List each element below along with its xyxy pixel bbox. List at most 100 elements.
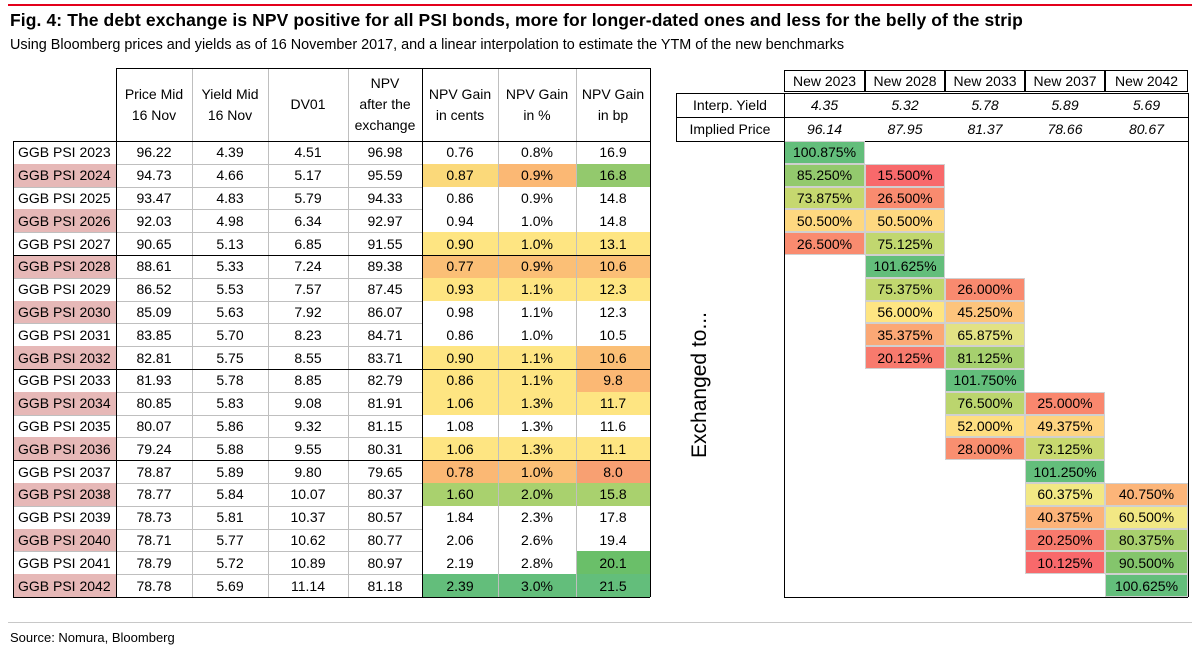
column-header: Yield Mid 16 Nov bbox=[192, 68, 268, 141]
row-divider bbox=[13, 528, 650, 530]
exchange-ratio-cell: 80.375% bbox=[1105, 528, 1188, 552]
cell-npv: 79.65 bbox=[367, 463, 403, 480]
column-header-line: after the bbox=[359, 96, 411, 112]
cell-npv: 80.31 bbox=[367, 440, 403, 457]
group-separator bbox=[13, 597, 650, 598]
cell-yield: 4.98 bbox=[216, 212, 244, 229]
group-separator bbox=[13, 141, 650, 142]
cell-price: 78.79 bbox=[136, 554, 172, 571]
cell-bp: 15.8 bbox=[576, 483, 650, 506]
cell-price: 82.81 bbox=[136, 349, 172, 366]
exchange-ratio-cell: 75.375% bbox=[865, 277, 945, 301]
cell-npv: 89.38 bbox=[367, 258, 403, 275]
implied-price-value: 81.37 bbox=[967, 121, 1003, 137]
cell-yield: 5.75 bbox=[216, 349, 244, 366]
cell-yield: 5.81 bbox=[216, 509, 244, 526]
row-divider bbox=[13, 323, 650, 325]
cell-pct: 1.3% bbox=[498, 437, 576, 461]
column-header-line: NPV Gain bbox=[505, 85, 569, 102]
matrix-column-header: New 2028 bbox=[865, 70, 945, 92]
cell-pct: 2.6% bbox=[498, 528, 576, 552]
bond-name: GGB PSI 2037 bbox=[18, 463, 111, 480]
exchange-ratio-cell: 75.125% bbox=[865, 232, 945, 255]
matrix-column-header: New 2042 bbox=[1105, 70, 1188, 92]
cell-yield: 5.88 bbox=[216, 440, 244, 457]
exchange-ratio-cell: 73.125% bbox=[1025, 437, 1105, 461]
exchange-ratio-cell: 20.250% bbox=[1025, 528, 1105, 552]
cell-bp: 11.7 bbox=[576, 391, 650, 415]
cell-cents: 0.87 bbox=[422, 163, 498, 187]
column-header: NPV Gain in cents bbox=[422, 68, 498, 141]
cell-pct: 2.3% bbox=[498, 505, 576, 529]
cell-cents: 2.39 bbox=[422, 574, 498, 597]
exchange-ratio-cell: 45.250% bbox=[945, 300, 1025, 324]
interp-yield-value: 5.89 bbox=[1051, 97, 1079, 113]
cell-bp: 17.8 bbox=[576, 505, 650, 529]
cell-dv01: 9.08 bbox=[294, 395, 322, 412]
cell-dv01: 9.32 bbox=[294, 417, 322, 434]
exchange-ratio-cell: 101.250% bbox=[1025, 460, 1105, 483]
cell-pct: 0.8% bbox=[498, 141, 576, 164]
cell-cents: 1.60 bbox=[422, 483, 498, 506]
cell-npv: 92.97 bbox=[367, 212, 403, 229]
column-header: DV01 bbox=[268, 68, 348, 141]
cell-npv: 80.37 bbox=[367, 486, 403, 503]
matrix-border bbox=[676, 141, 1188, 142]
row-divider bbox=[13, 277, 650, 279]
cell-bp: 14.8 bbox=[576, 186, 650, 210]
bond-name: GGB PSI 2024 bbox=[13, 163, 116, 187]
cell-npv: 84.71 bbox=[367, 326, 403, 343]
column-header-line: 16 Nov bbox=[131, 106, 177, 123]
cell-cents: 0.78 bbox=[422, 460, 498, 483]
cell-dv01: 8.85 bbox=[294, 372, 322, 389]
cell-yield: 5.69 bbox=[216, 577, 244, 594]
cell-dv01: 10.62 bbox=[290, 531, 326, 548]
column-header: Price Mid 16 Nov bbox=[116, 68, 192, 141]
cell-npv: 82.79 bbox=[367, 372, 403, 389]
cell-price: 90.65 bbox=[136, 235, 172, 252]
cell-pct: 1.1% bbox=[498, 369, 576, 392]
cell-price: 80.85 bbox=[136, 395, 172, 412]
cell-cents: 0.90 bbox=[422, 346, 498, 369]
cell-cents: 0.94 bbox=[422, 209, 498, 233]
cell-pct: 2.8% bbox=[498, 551, 576, 575]
cell-cents: 1.06 bbox=[422, 391, 498, 415]
exchange-ratio-cell: 10.125% bbox=[1025, 551, 1105, 575]
column-header: NPV Gain in % bbox=[498, 68, 576, 141]
cell-dv01: 8.23 bbox=[294, 326, 322, 343]
group-separator bbox=[13, 369, 650, 370]
exchange-ratio-cell: 101.625% bbox=[865, 255, 945, 278]
interp-yield-value: 5.69 bbox=[1132, 97, 1161, 113]
cell-bp: 10.6 bbox=[576, 255, 650, 278]
cell-npv: 94.33 bbox=[367, 189, 403, 206]
cell-yield: 5.63 bbox=[216, 303, 244, 320]
matrix-column-header: New 2037 bbox=[1025, 70, 1105, 92]
column-header-line: NPV Gain bbox=[581, 85, 645, 102]
cell-cents: 0.90 bbox=[422, 232, 498, 255]
cell-price: 78.71 bbox=[136, 531, 172, 548]
group-divider bbox=[422, 68, 423, 597]
bond-name: GGB PSI 2038 bbox=[13, 483, 116, 506]
cell-npv: 80.57 bbox=[367, 509, 403, 526]
cell-cents: 0.86 bbox=[422, 323, 498, 347]
cell-npv: 81.91 bbox=[367, 395, 403, 412]
exchange-ratio-cell: 50.500% bbox=[865, 209, 945, 233]
bond-name: GGB PSI 2032 bbox=[13, 346, 116, 369]
implied-price-label: Implied Price bbox=[689, 121, 771, 137]
cell-pct: 1.3% bbox=[498, 391, 576, 415]
cell-dv01: 10.07 bbox=[290, 486, 326, 503]
exchange-ratio-cell: 100.625% bbox=[1105, 574, 1188, 597]
cell-bp: 11.1 bbox=[576, 437, 650, 461]
exchange-ratio-cell: 26.500% bbox=[784, 232, 865, 255]
cell-pct: 1.1% bbox=[498, 277, 576, 301]
group-divider bbox=[116, 68, 117, 597]
cell-price: 86.52 bbox=[136, 281, 172, 298]
matrix-border bbox=[1188, 93, 1189, 141]
cell-pct: 3.0% bbox=[498, 574, 576, 597]
cell-pct: 1.3% bbox=[498, 414, 576, 438]
bond-name: GGB PSI 2023 bbox=[18, 144, 111, 161]
cell-dv01: 7.92 bbox=[294, 303, 322, 320]
cell-yield: 5.70 bbox=[216, 326, 244, 343]
bond-name: GGB PSI 2030 bbox=[13, 300, 116, 324]
bond-name: GGB PSI 2041 bbox=[18, 554, 111, 571]
